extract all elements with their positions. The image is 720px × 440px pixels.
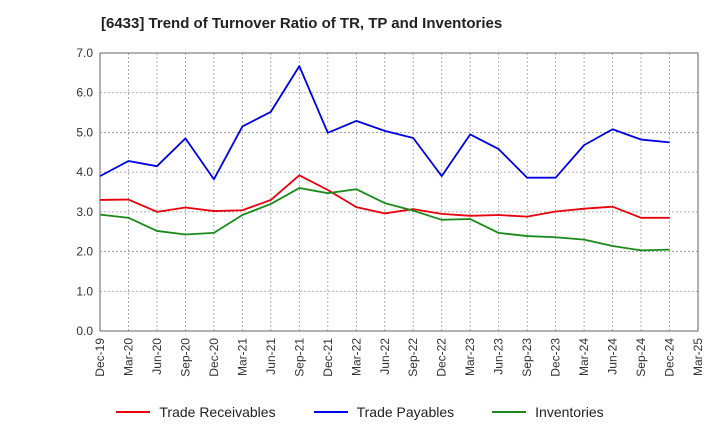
series-layer (99, 65, 670, 252)
x-tick-label: Sep-24 (634, 338, 648, 377)
x-tick-label: Sep-23 (520, 338, 534, 377)
y-tick-label: 4.0 (76, 165, 93, 179)
x-tick-label: Mar-23 (463, 338, 477, 376)
x-tick-label: Mar-21 (235, 338, 249, 376)
legend-swatch-trade-receivables (116, 411, 151, 413)
x-tick-label: Jun-22 (378, 338, 392, 375)
x-tick-label: Dec-23 (549, 338, 563, 377)
legend-swatch-inventories (492, 411, 527, 413)
y-tick-label: 0.0 (76, 324, 93, 338)
x-tick-label: Mar-20 (121, 338, 135, 376)
axis-layer: 0.0 1.0 2.0 3.0 4.0 5.0 6.0 7.0 Dec-19 Mar-20 Jun-… (76, 46, 705, 377)
legend: Trade Receivables Trade Payables Invento… (0, 404, 720, 420)
x-tick-label: Jun-20 (150, 338, 164, 375)
legend-label-inventories: Inventories (535, 404, 604, 420)
plot-frame (99, 52, 699, 332)
x-tick-label: Mar-25 (691, 338, 705, 376)
x-tick-label: Dec-20 (207, 338, 221, 377)
series-line-trade-receivables (99, 174, 670, 219)
x-tick-label: Mar-24 (577, 338, 591, 376)
x-tick-label: Sep-20 (178, 338, 192, 377)
x-tick-label: Dec-19 (93, 338, 107, 377)
series-line-trade-payables (99, 65, 670, 181)
x-tick-label: Jun-23 (492, 338, 506, 375)
legend-item-trade-payables: Trade Payables (313, 404, 455, 420)
x-tick-label: Sep-22 (406, 338, 420, 377)
y-tick-label: 6.0 (76, 86, 93, 100)
x-tick-label: Mar-22 (349, 338, 363, 376)
x-tick-label: Sep-21 (292, 338, 306, 377)
legend-label-trade-payables: Trade Payables (356, 404, 455, 420)
legend-swatch-trade-payables (313, 411, 348, 413)
y-tick-label: 7.0 (76, 46, 93, 60)
series-line-inventories (99, 187, 670, 252)
y-tick-label: 3.0 (76, 205, 93, 219)
x-tick-label: Dec-21 (321, 338, 335, 377)
legend-label-trade-receivables: Trade Receivables (159, 404, 276, 420)
x-tick-label: Dec-22 (435, 338, 449, 377)
x-tick-label: Jun-21 (264, 338, 278, 375)
y-tick-label: 5.0 (76, 125, 93, 139)
legend-item-inventories: Inventories (492, 404, 604, 420)
x-tick-label: Jun-24 (606, 338, 620, 375)
chart-title: [6433] Trend of Turnover Ratio of TR, TP… (101, 15, 503, 32)
grid-layer (99, 52, 699, 332)
x-tick-label: Dec-24 (663, 338, 677, 377)
y-tick-label: 2.0 (76, 245, 93, 259)
y-tick-label: 1.0 (76, 284, 93, 298)
legend-item-trade-receivables: Trade Receivables (116, 404, 276, 420)
